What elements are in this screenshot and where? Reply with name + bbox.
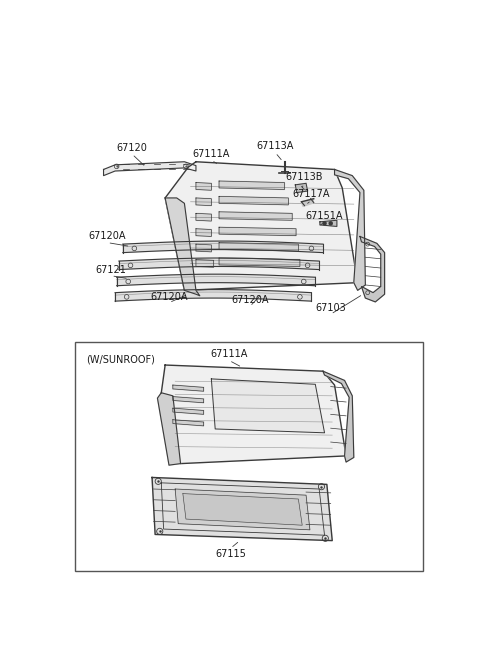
Polygon shape xyxy=(301,198,314,206)
Polygon shape xyxy=(196,259,214,267)
Polygon shape xyxy=(183,494,302,525)
Circle shape xyxy=(323,222,326,225)
Polygon shape xyxy=(196,183,211,190)
Polygon shape xyxy=(219,242,299,251)
Polygon shape xyxy=(123,241,323,253)
Polygon shape xyxy=(173,420,204,426)
Polygon shape xyxy=(360,236,384,302)
Polygon shape xyxy=(196,229,211,236)
Polygon shape xyxy=(119,258,319,270)
Circle shape xyxy=(329,222,332,225)
Polygon shape xyxy=(104,162,196,176)
Text: 67113A: 67113A xyxy=(257,141,294,151)
Polygon shape xyxy=(173,397,204,403)
Text: 67120A: 67120A xyxy=(89,231,126,242)
Polygon shape xyxy=(219,212,292,220)
Text: 67117A: 67117A xyxy=(293,189,330,199)
Polygon shape xyxy=(219,227,296,236)
Polygon shape xyxy=(295,183,308,193)
Polygon shape xyxy=(196,244,211,252)
Text: 67111A: 67111A xyxy=(210,349,248,359)
Text: 67115: 67115 xyxy=(215,550,246,559)
Text: 67120: 67120 xyxy=(117,143,147,153)
Polygon shape xyxy=(196,198,211,206)
Polygon shape xyxy=(161,365,346,464)
Polygon shape xyxy=(196,214,211,221)
Polygon shape xyxy=(323,371,354,462)
Text: 67151A: 67151A xyxy=(306,211,343,221)
Polygon shape xyxy=(219,258,300,267)
Polygon shape xyxy=(335,170,365,290)
Text: 67103: 67103 xyxy=(315,303,346,313)
Text: 67121: 67121 xyxy=(96,265,127,274)
Polygon shape xyxy=(320,220,337,227)
Polygon shape xyxy=(211,379,324,433)
Polygon shape xyxy=(173,385,204,391)
Polygon shape xyxy=(115,290,312,301)
Polygon shape xyxy=(165,162,358,290)
Text: (W/SUNROOF): (W/SUNROOF) xyxy=(86,354,155,364)
Text: 67120A: 67120A xyxy=(150,291,188,301)
Polygon shape xyxy=(219,196,288,205)
Polygon shape xyxy=(117,274,315,286)
Polygon shape xyxy=(157,393,180,465)
Polygon shape xyxy=(219,181,285,189)
Polygon shape xyxy=(152,477,332,540)
Polygon shape xyxy=(173,408,204,415)
Bar xyxy=(75,342,423,571)
Text: 67120A: 67120A xyxy=(231,295,269,305)
Polygon shape xyxy=(175,489,310,530)
Polygon shape xyxy=(165,198,200,296)
Text: 67113B: 67113B xyxy=(285,172,323,182)
Text: 67111A: 67111A xyxy=(192,149,230,159)
